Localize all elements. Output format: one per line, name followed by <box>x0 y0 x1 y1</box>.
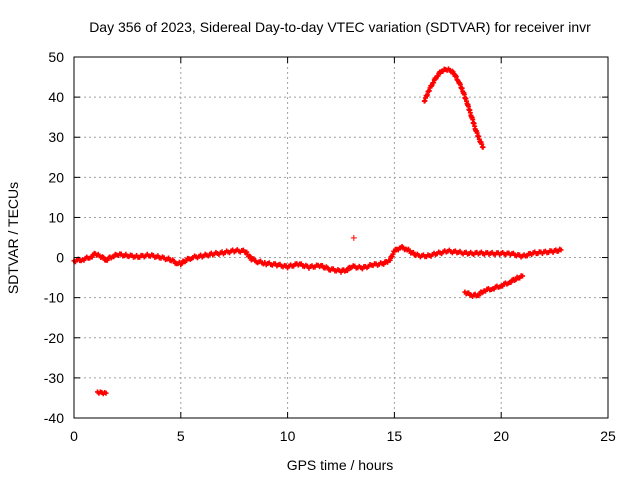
x-tick-label: 15 <box>387 428 403 444</box>
y-tick-label: -10 <box>44 290 64 306</box>
grid <box>74 57 608 418</box>
y-axis-label: SDTVAR / TECUs <box>5 182 21 294</box>
y-tick-label: 30 <box>48 129 64 145</box>
plot-frame <box>73 56 609 419</box>
data-point <box>391 249 397 255</box>
axis-ticks: 0 5 10 15 20 25 -40 -30 -20 -10 0 10 20 30 40 50 <box>44 49 616 444</box>
data-point <box>435 73 441 79</box>
y-tick-label: 10 <box>48 209 64 225</box>
y-tick-label: 50 <box>48 49 64 65</box>
x-axis-label: GPS time / hours <box>287 457 394 473</box>
data-point <box>350 234 357 241</box>
data-points <box>71 66 564 397</box>
y-tick-label: -40 <box>44 410 64 426</box>
x-tick-label: 10 <box>280 428 296 444</box>
y-tick-label: 0 <box>56 250 64 266</box>
y-tick-label: -30 <box>44 370 64 386</box>
data-point <box>381 261 387 267</box>
data-point <box>244 249 250 255</box>
y-tick-label: -20 <box>44 330 64 346</box>
data-point <box>103 390 109 396</box>
data-point <box>100 254 106 260</box>
x-tick-label: 20 <box>493 428 509 444</box>
x-tick-label: 25 <box>600 428 616 444</box>
chart-title: Day 356 of 2023, Sidereal Day-to-day VTE… <box>89 19 591 35</box>
y-tick-label: 40 <box>48 89 64 105</box>
y-tick-label: 20 <box>48 169 64 185</box>
data-point <box>344 268 350 274</box>
data-point <box>558 247 564 253</box>
x-tick-label: 5 <box>177 428 185 444</box>
data-point <box>480 144 486 150</box>
x-tick-label: 0 <box>70 428 78 444</box>
data-point <box>247 254 253 260</box>
data-point <box>520 273 526 279</box>
